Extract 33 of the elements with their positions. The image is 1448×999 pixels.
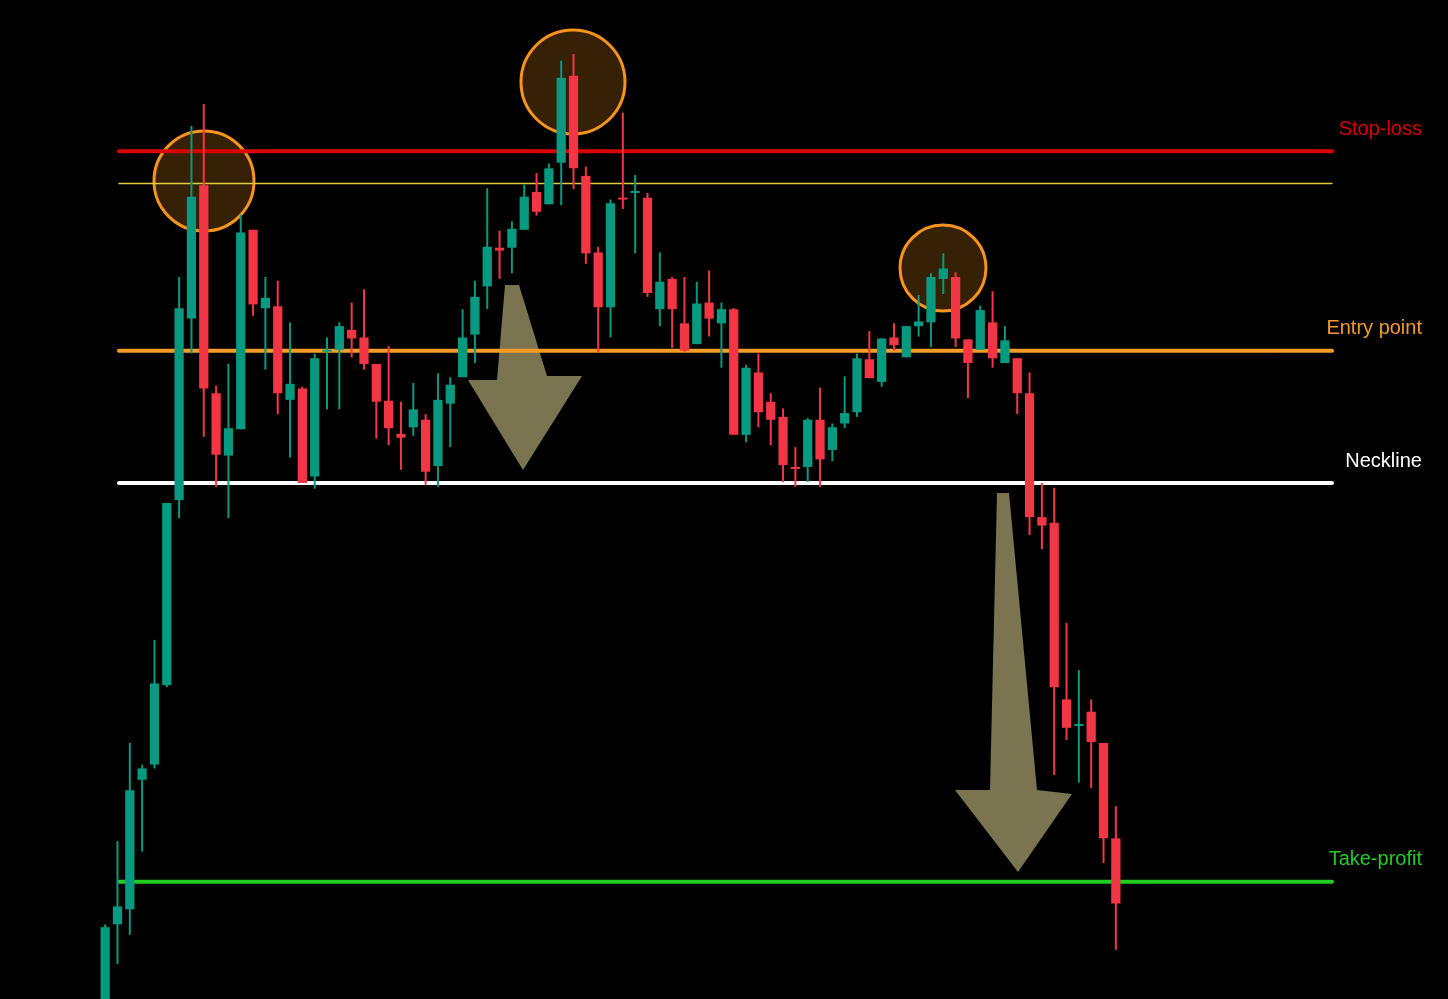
candlestick: [618, 111, 628, 210]
candlestick: [260, 276, 271, 371]
candlestick: [716, 301, 727, 369]
candlestick: [322, 336, 332, 411]
candlestick: [1074, 669, 1084, 784]
candlestick: [1000, 325, 1010, 365]
candlestick: [507, 220, 517, 275]
ref-line-label: Entry point: [1326, 316, 1423, 339]
candlestick: [396, 400, 406, 471]
candlestick: [137, 763, 147, 853]
candlestick: [766, 392, 776, 447]
candlestick: [1037, 482, 1047, 551]
candlestick: [889, 322, 899, 352]
candlestick: [445, 376, 455, 449]
ref-line-label: Take-profit: [1328, 847, 1423, 870]
candlestick: [347, 301, 357, 359]
candlestick: [704, 269, 714, 338]
candlestick: [790, 446, 800, 488]
ref-line-label: Stop-loss: [1338, 116, 1422, 139]
candlestick: [864, 329, 874, 380]
candlestick: [408, 381, 418, 437]
ref-line-label: Neckline: [1345, 448, 1422, 471]
candlestick: [963, 338, 973, 399]
candlestick: [285, 321, 295, 459]
candlestick: [531, 172, 542, 217]
candlestick: [334, 321, 344, 411]
candlestick: [914, 293, 924, 338]
candlestick: [630, 173, 640, 255]
candlestick: [938, 252, 948, 296]
candlestick: [112, 840, 123, 966]
candlestick: [840, 375, 850, 430]
candlestick: [827, 422, 837, 463]
candlestick: [494, 229, 505, 280]
